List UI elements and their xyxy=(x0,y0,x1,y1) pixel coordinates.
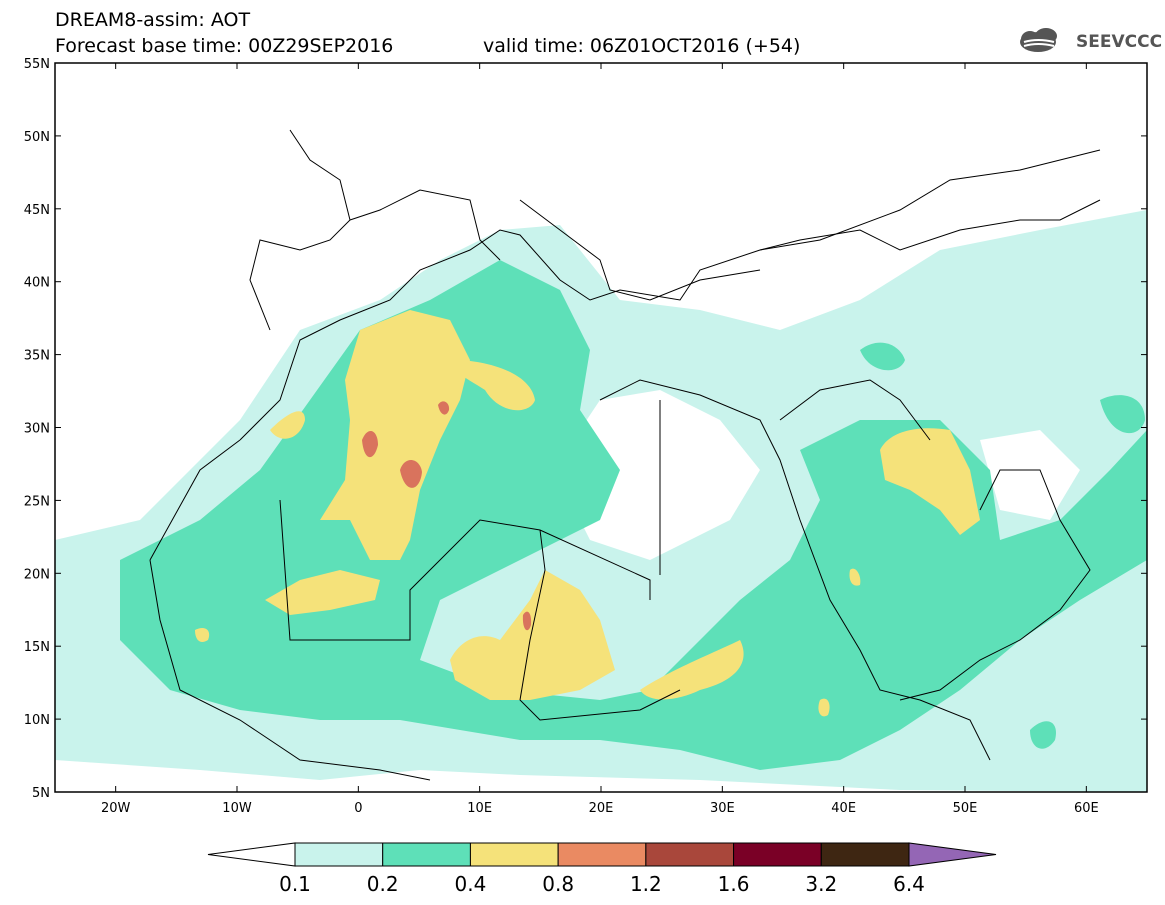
lon-tick-label: 10W xyxy=(222,801,252,816)
lat-tick-label: 45N xyxy=(24,203,50,218)
cloud-logo-icon xyxy=(1020,28,1057,52)
forecast-base-time: Forecast base time: 00Z29SEP2016 xyxy=(55,35,394,57)
lon-tick-label: 20E xyxy=(589,801,614,816)
lat-tick-label: 5N xyxy=(32,786,50,801)
lon-tick-label: 40E xyxy=(831,801,856,816)
aot-field-yellow xyxy=(195,310,980,717)
logo-text: SEEVCCC xyxy=(1076,32,1163,52)
lon-tick-label: 30E xyxy=(710,801,735,816)
lat-tick-label: 10N xyxy=(24,713,50,728)
lat-tick-label: 40N xyxy=(24,276,50,291)
lon-tick-label: 20W xyxy=(101,801,131,816)
lat-tick-label: 35N xyxy=(24,349,50,364)
lon-tick-label: 10E xyxy=(467,801,492,816)
lat-tick-label: 55N xyxy=(24,57,50,72)
lon-tick-label: 60E xyxy=(1074,801,1099,816)
lon-tick-label: 50E xyxy=(953,801,978,816)
lat-tick-label: 30N xyxy=(24,422,50,437)
coastlines xyxy=(149,129,1101,781)
lon-tick-label: 0 xyxy=(354,801,362,816)
lat-ticks: 55N 50N 45N 40N 35N 30N 25N 20N 15N 10N 5N xyxy=(24,57,1147,801)
map-title: DREAM8-assim: AOT xyxy=(55,9,251,31)
lat-tick-label: 15N xyxy=(24,640,50,655)
valid-time: valid time: 06Z01OCT2016 (+54) xyxy=(483,35,801,57)
lon-ticks: 20W 10W 0 10E 20E 30E 40E 50E 60E xyxy=(101,63,1099,816)
aot-field-orange xyxy=(362,401,532,631)
lat-tick-label: 50N xyxy=(24,130,50,145)
lat-tick-label: 25N xyxy=(24,494,50,509)
lat-tick-label: 20N xyxy=(24,567,50,582)
